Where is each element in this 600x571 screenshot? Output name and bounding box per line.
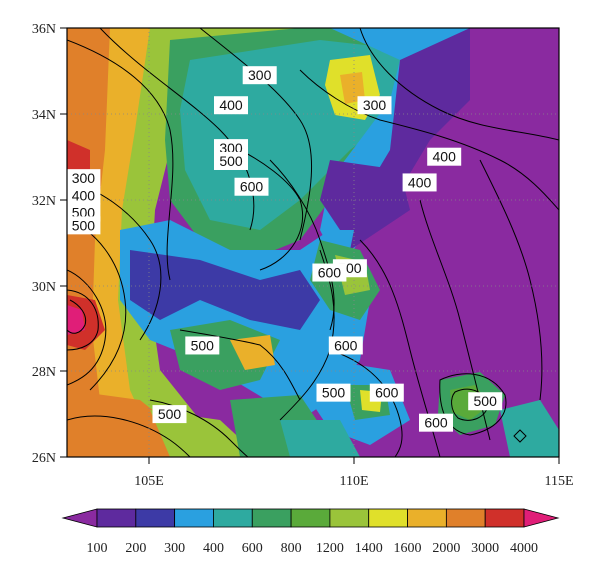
lat-tick-label: 34N bbox=[32, 108, 56, 123]
contour-label-text: 500 bbox=[72, 217, 96, 233]
contour-label-text: 600 bbox=[334, 337, 358, 353]
contour-label: 600 bbox=[328, 336, 363, 355]
contour-label: 500 bbox=[214, 151, 248, 170]
contour-label-text: 600 bbox=[240, 179, 264, 195]
contour-label-text: 600 bbox=[424, 415, 448, 431]
contour-label-text: 300 bbox=[363, 97, 387, 113]
contour-label-box bbox=[66, 169, 101, 188]
contour-label-box bbox=[316, 383, 351, 402]
colorbar-label: 1600 bbox=[394, 541, 422, 556]
colorbar-swatch bbox=[484, 508, 525, 528]
elevation-fill bbox=[67, 28, 559, 457]
contour-label: 500 bbox=[468, 392, 503, 411]
contour-label: 600 bbox=[369, 383, 404, 402]
colorbar-swatch bbox=[368, 508, 408, 528]
colorbar-swatch bbox=[445, 508, 486, 528]
contour-label-box bbox=[468, 392, 503, 411]
contour-label-box bbox=[328, 336, 363, 355]
colorbar-labels: 100 200 300 400 600 800 1200 1400 1600 2000 3000 40… bbox=[87, 541, 539, 556]
contour-label: 300 bbox=[242, 66, 277, 85]
lon-tick-label: 115E bbox=[544, 474, 573, 489]
lon-tick-label: 105E bbox=[134, 474, 164, 489]
colorbar-label: 1200 bbox=[316, 541, 344, 556]
colorbar-label: 400 bbox=[203, 541, 224, 556]
colorbar-label: 1400 bbox=[355, 541, 383, 556]
contour-label: 500 bbox=[185, 336, 220, 355]
colorbar-swatch bbox=[329, 508, 370, 528]
contour-label-text: 500 bbox=[219, 153, 243, 169]
contour-label-text: 500 bbox=[158, 406, 182, 422]
lat-tick-label: 26N bbox=[32, 451, 56, 466]
contour-label-box bbox=[214, 96, 248, 115]
colorbar-swatch bbox=[96, 508, 137, 528]
axis-ticks bbox=[60, 27, 560, 464]
contour-label-box bbox=[312, 263, 347, 282]
colorbar-label: 800 bbox=[281, 541, 302, 556]
colorbar-label: 3000 bbox=[471, 541, 499, 556]
lat-tick-label: 28N bbox=[32, 365, 56, 380]
contour-label: 400 bbox=[66, 186, 101, 205]
lat-tick-label: 36N bbox=[32, 22, 56, 37]
colorbar-swatch bbox=[251, 508, 292, 528]
contour-label-text: 300 bbox=[248, 67, 272, 83]
colorbar bbox=[61, 508, 560, 528]
colorbar-label: 4000 bbox=[510, 541, 538, 556]
contour-label-text: 400 bbox=[433, 149, 457, 165]
contour-label-box bbox=[152, 405, 187, 424]
contour-label-text: 400 bbox=[408, 174, 432, 190]
colorbar-label: 300 bbox=[164, 541, 185, 556]
lat-tick-label: 30N bbox=[32, 280, 56, 295]
lat-tick-label: 32N bbox=[32, 194, 56, 209]
contour-label: 600 bbox=[419, 413, 453, 432]
contour-label-box bbox=[66, 186, 101, 205]
contour-label: 400 bbox=[214, 96, 248, 115]
contour-label: 600 bbox=[312, 263, 347, 282]
colorbar-swatch bbox=[213, 508, 253, 528]
contour-label: 300 bbox=[66, 169, 101, 188]
contour-label: 500 bbox=[66, 216, 101, 235]
longitude-tick-labels: 105E 110E 115E bbox=[134, 474, 573, 489]
map-frame bbox=[66, 27, 560, 458]
latitude-tick-labels: 36N 34N 32N 30N 28N 26N bbox=[32, 22, 56, 466]
contour-label-box bbox=[369, 383, 404, 402]
colorbar-label: 100 bbox=[87, 541, 108, 556]
contour-label-box bbox=[234, 177, 269, 196]
contour-label-text: 400 bbox=[72, 187, 96, 203]
contour-label-box bbox=[214, 151, 248, 170]
colorbar-swatch bbox=[290, 508, 331, 528]
contour-label: 400 bbox=[427, 147, 462, 166]
contour-label-box bbox=[66, 216, 101, 235]
contour-label: 600 bbox=[234, 177, 269, 196]
contour-label-box bbox=[185, 336, 220, 355]
contour-label-text: 400 bbox=[219, 97, 243, 113]
contour-label-text: 600 bbox=[318, 265, 342, 281]
contour-label-box bbox=[419, 413, 453, 432]
colorbar-label: 2000 bbox=[432, 541, 460, 556]
contour-label-text: 500 bbox=[191, 337, 215, 353]
contour-label-text: 500 bbox=[322, 385, 346, 401]
contour-label: 400 bbox=[402, 173, 437, 192]
contour-label-text: 600 bbox=[375, 385, 399, 401]
contour-label: 300 bbox=[357, 96, 392, 115]
contour-lines bbox=[67, 28, 559, 457]
contour-label-text: 300 bbox=[72, 170, 96, 186]
colorbar-label: 600 bbox=[242, 541, 263, 556]
colorbar-label: 200 bbox=[125, 541, 146, 556]
contour-label: 500 bbox=[152, 405, 187, 424]
lon-tick-label: 110E bbox=[339, 474, 368, 489]
colorbar-low-extend bbox=[61, 508, 98, 528]
contour-label-box bbox=[402, 173, 437, 192]
colorbar-swatch bbox=[174, 508, 214, 528]
contour-label: 500 bbox=[316, 383, 351, 402]
colorbar-high-extend bbox=[523, 508, 560, 528]
contour-label-box bbox=[357, 96, 392, 115]
contour-label-box bbox=[242, 66, 277, 85]
colorbar-swatch bbox=[135, 508, 176, 528]
colorbar-swatch bbox=[407, 508, 447, 528]
contour-label-box bbox=[427, 147, 462, 166]
contour-label-text: 500 bbox=[474, 393, 498, 409]
